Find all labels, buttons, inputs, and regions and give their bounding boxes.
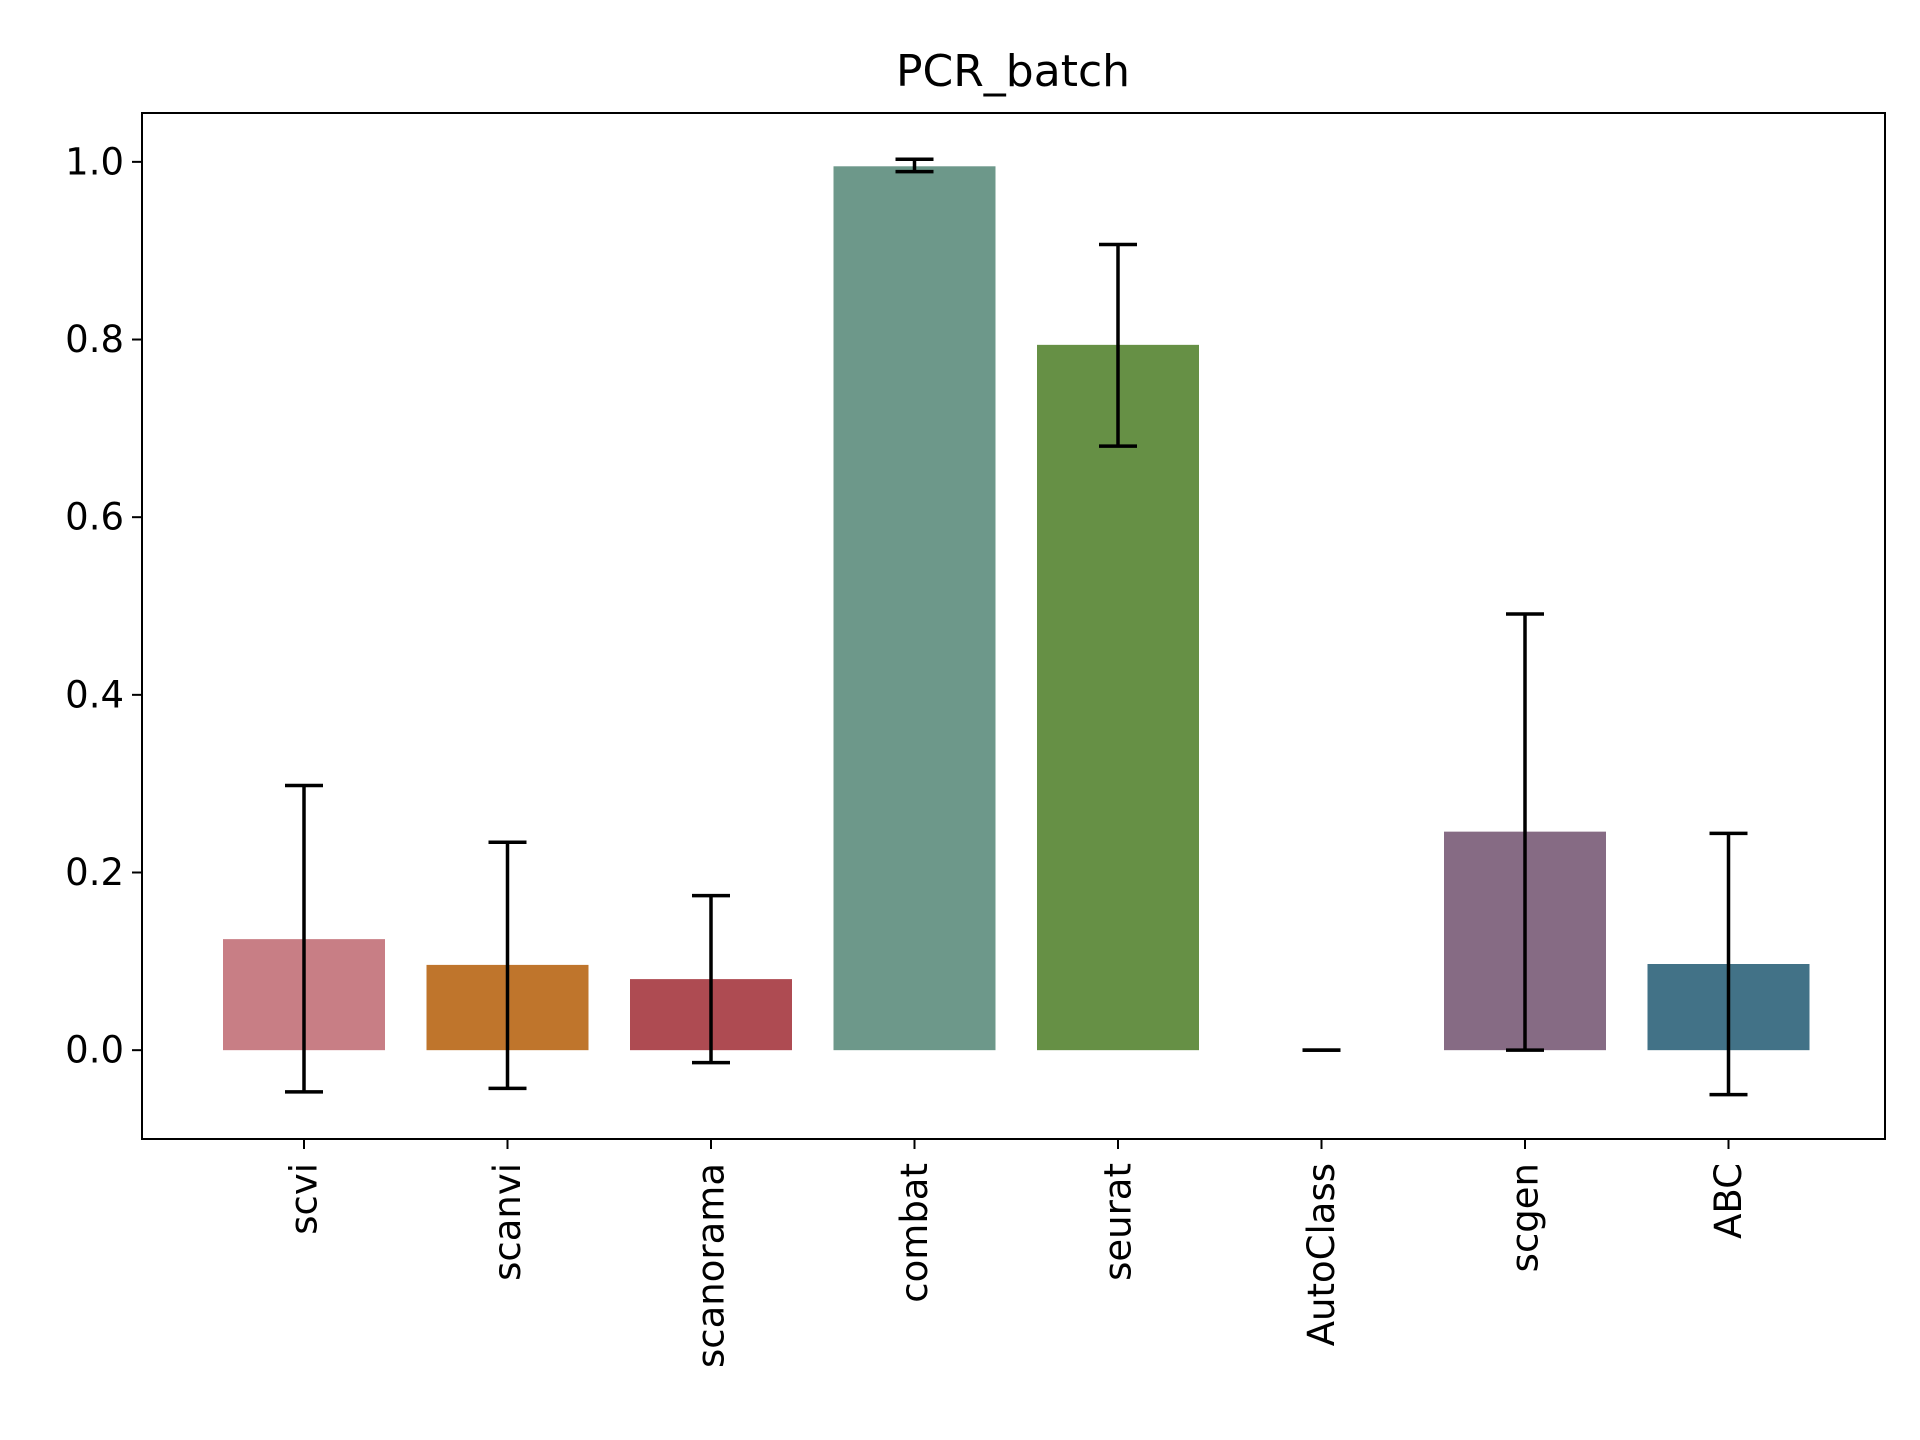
y-tick-label: 0.6 [65, 496, 124, 539]
error-bar-scgen [1506, 612, 1544, 1052]
bar-combat [833, 166, 996, 1051]
x-tick-label-seurat: seurat [1097, 1163, 1140, 1281]
x-tick-label-scanvi: scanvi [486, 1163, 529, 1281]
x-tick-label-combat: combat [893, 1163, 936, 1303]
y-tick-label: 0.0 [65, 1029, 124, 1072]
error-bar-combat [895, 157, 934, 174]
bar-seurat [1037, 344, 1199, 1051]
y-tick-label: 0.8 [65, 318, 124, 361]
error-bar-ABC [1709, 831, 1748, 1097]
x-tick-label-scanorama: scanorama [690, 1163, 733, 1368]
error-bar-scanorama [692, 893, 730, 1065]
plot-frame [141, 112, 1886, 1140]
y-tick-label: 0.2 [65, 851, 124, 894]
x-tick-label-AutoClass: AutoClass [1300, 1163, 1343, 1346]
error-bar-scanvi [488, 840, 527, 1091]
error-bar-seurat [1099, 242, 1137, 448]
error-bars-layer [285, 157, 1748, 1097]
y-tick-label: 0.4 [65, 673, 124, 716]
x-tick-label-ABC: ABC [1707, 1163, 1750, 1239]
y-axis: 0.0 0.2 0.4 0.6 0.8 1.0 [65, 140, 142, 1072]
x-tick-label-scvi: scvi [283, 1163, 326, 1235]
chart-title: PCR_batch [896, 46, 1130, 97]
x-tick-label-scgen: scgen [1504, 1163, 1547, 1272]
error-bar-scvi [285, 783, 323, 1094]
bars-layer [223, 166, 1810, 1051]
x-axis: scvi scanvi scanorama combat seurat AutoClass… [283, 1139, 1750, 1368]
y-tick-label: 1.0 [65, 140, 124, 183]
